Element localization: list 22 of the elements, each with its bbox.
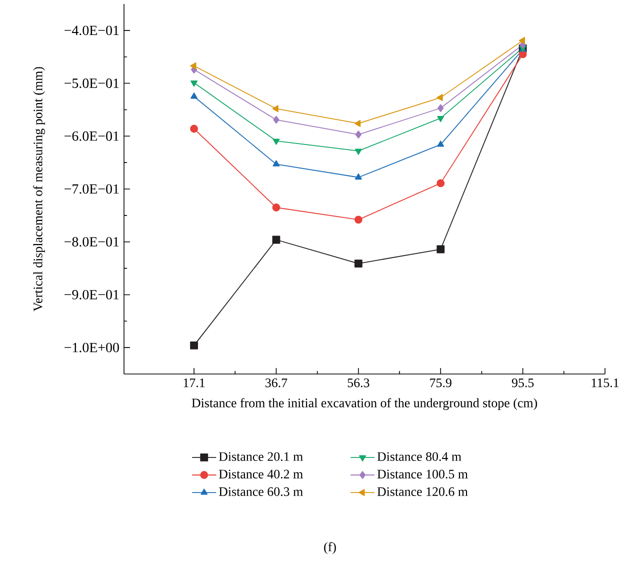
x-tick-label: 95.5 [512,378,534,388]
y-tick-label: −4.0E−01 [64,26,119,36]
x-tick-label: 56.3 [348,378,370,388]
text: (f) [324,542,336,554]
y-tick-label: −9.0E−01 [64,290,119,300]
y-axis-title: Vertical displacement of measuring point (mm) [33,67,46,312]
y-tick-label: −7.0E−01 [64,184,119,194]
legend-label: Distance 100.5 m [377,470,468,479]
y-tick-label: −6.0E−01 [64,131,119,141]
y-tick-label: −8.0E−01 [64,237,119,247]
legend-label: Distance 80.4 m [377,452,462,461]
legend-label: Distance 60.3 m [218,487,303,496]
legend-label: Distance 40.2 m [218,470,303,479]
x-tick-label: 36.7 [266,378,288,388]
legend-label: Distance 120.6 m [377,487,468,496]
x-axis-title: Distance from the initial excavation of the underground stope (cm) [192,398,538,410]
y-tick-label: −5.0E−01 [64,78,119,88]
x-tick-label: 75.9 [430,378,452,388]
y-tick-label: −1.0E+00 [64,342,119,352]
x-tick-label: 115.1 [592,378,619,388]
legend-label: Distance 20.1 m [218,452,303,461]
x-tick-label: 17.1 [184,378,205,388]
